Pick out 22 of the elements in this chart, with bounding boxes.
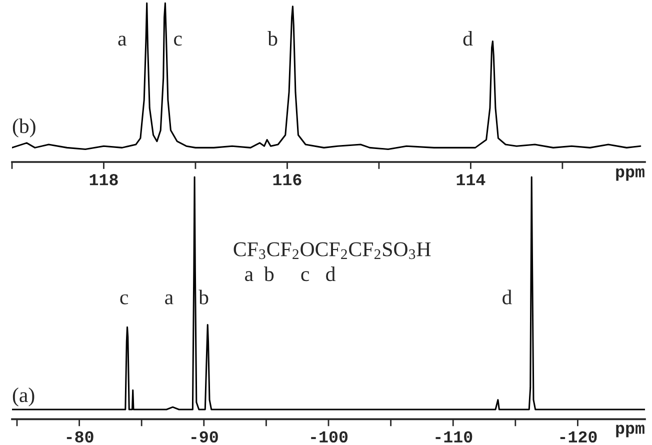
x-tick-label: -80 bbox=[66, 431, 94, 443]
x-axis-title: ppm bbox=[616, 424, 644, 438]
annotation: (a) bbox=[12, 388, 34, 406]
annotation: c bbox=[174, 36, 182, 46]
annotation: a b c d bbox=[245, 266, 336, 282]
annotation: b bbox=[268, 31, 278, 46]
text: CF$_{3}$CF$_{2}$OCF$_{2}$CF$_{2}$SO$_{3}$H bbox=[234, 242, 431, 260]
annotation: b bbox=[198, 290, 208, 304]
annotation: a bbox=[118, 36, 126, 46]
x-tick-label: 114 bbox=[456, 174, 486, 186]
annotation: d bbox=[502, 290, 512, 304]
x-tick-label: -100 bbox=[311, 431, 348, 443]
annotation: c bbox=[120, 294, 128, 304]
x-axis-title: ppm bbox=[616, 168, 644, 181]
x-tick-label: 118 bbox=[90, 174, 118, 186]
annotation: a bbox=[165, 294, 174, 304]
annotation: d bbox=[463, 31, 473, 46]
x-tick-label: -90 bbox=[192, 431, 218, 443]
annotation: (b) bbox=[12, 118, 36, 138]
x-tick-label: -110 bbox=[436, 431, 472, 443]
x-tick-label: -120 bbox=[560, 431, 597, 443]
x-tick-label: 116 bbox=[273, 174, 302, 186]
